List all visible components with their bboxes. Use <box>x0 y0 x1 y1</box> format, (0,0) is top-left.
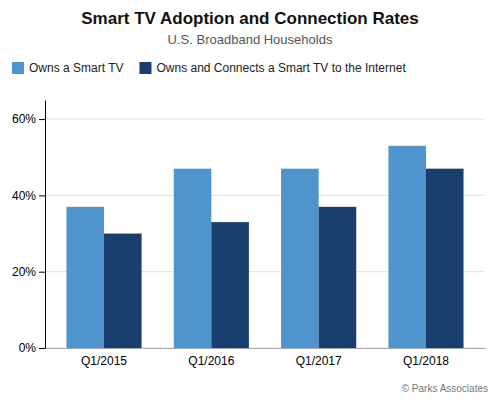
title: Smart TV Adoption and Connection Rates <box>81 9 419 28</box>
y-tick: 40% <box>12 189 45 203</box>
bar <box>174 169 212 348</box>
legend: Owns a Smart TV Owns and Connects a Smart… <box>12 61 406 75</box>
subtitle: U.S. Broadband Households <box>168 32 333 47</box>
x-tick-label: Q1/2015 <box>81 354 127 368</box>
bar <box>388 146 426 348</box>
x-axis: Q1/2015 Q1/2016 Q1/2017 Q1/2018 <box>46 349 486 368</box>
plot: Q1/2015 Q1/2016 Q1/2017 Q1/2018 0% 20% 40% 60% <box>12 101 486 368</box>
y-axis: 0% 20% 40% 60% <box>12 101 46 356</box>
y-tick-label: 20% <box>12 265 36 279</box>
series <box>66 146 426 348</box>
grid-line <box>45 119 485 120</box>
x-tick-label: Q1/2016 <box>188 354 234 368</box>
bar <box>319 207 357 348</box>
bar <box>66 207 104 348</box>
legend-swatch <box>139 62 151 74</box>
y-tick-label: 60% <box>12 112 36 126</box>
legend-label: Owns and Connects a Smart TV to the Inte… <box>156 61 406 75</box>
legend-label: Owns a Smart TV <box>29 61 123 75</box>
y-tick-mark <box>39 119 45 120</box>
x-tick: Q1/2016 <box>188 354 234 368</box>
legend-item: Owns a Smart TV <box>12 61 123 75</box>
legend-item: Owns and Connects a Smart TV to the Inte… <box>139 61 406 75</box>
y-tick-mark <box>39 272 45 273</box>
bar <box>211 222 249 348</box>
y-tick-mark <box>39 348 45 349</box>
series <box>104 169 464 348</box>
y-axis-line <box>45 101 46 349</box>
bars <box>66 146 463 348</box>
y-tick-label: 0% <box>19 341 37 355</box>
bar <box>426 169 464 348</box>
annotation: © Parks Associates <box>402 383 488 394</box>
y-tick: 60% <box>12 112 45 126</box>
bar <box>281 169 319 348</box>
bar <box>104 234 142 348</box>
x-axis-line <box>46 348 486 349</box>
legend-swatch <box>12 62 24 74</box>
x-tick-label: Q1/2017 <box>296 354 342 368</box>
x-tick-label: Q1/2018 <box>403 354 449 368</box>
y-tick: 0% <box>19 341 45 355</box>
x-tick: Q1/2018 <box>403 354 449 368</box>
grid <box>45 119 485 348</box>
y-tick-label: 40% <box>12 189 36 203</box>
y-tick: 20% <box>12 265 45 279</box>
x-tick: Q1/2017 <box>296 354 342 368</box>
x-tick: Q1/2015 <box>81 354 127 368</box>
y-tick-mark <box>39 195 45 196</box>
chart: Smart TV Adoption and Connection Rates U.… <box>0 0 500 400</box>
